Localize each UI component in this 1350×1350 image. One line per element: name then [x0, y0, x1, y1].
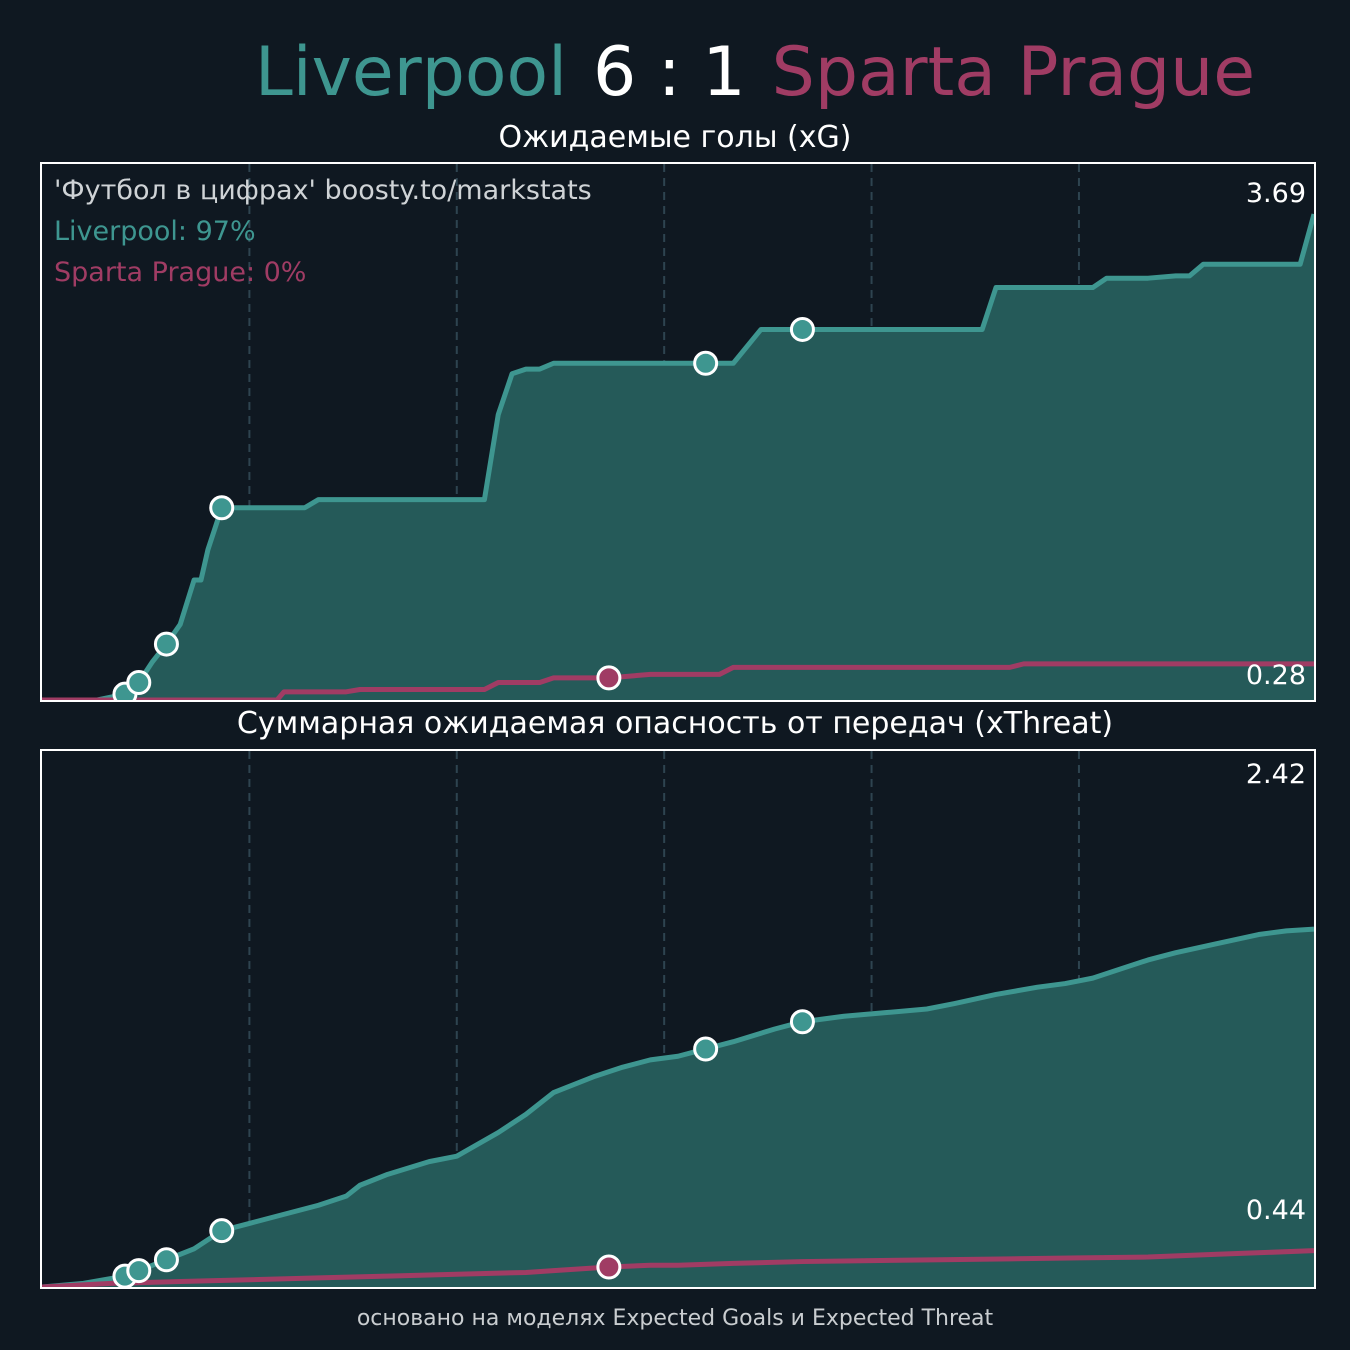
match-score: 6 : 1	[592, 33, 746, 112]
xg-home-area	[42, 214, 1314, 700]
home-team-name: Liverpool	[254, 33, 567, 112]
xt-home-goal-marker	[789, 1009, 815, 1035]
xg-home-goal-marker	[126, 670, 152, 696]
footer-note: основано на моделях Expected Goals и Exp…	[356, 1306, 994, 1331]
xt-away-goal-marker	[596, 1254, 622, 1280]
xg-home-goal-marker	[153, 631, 179, 657]
xt-away-line	[42, 1248, 1314, 1287]
xg-home-line	[42, 213, 1314, 700]
credit-text: 'Футбол в цифрах' boosty.to/markstats	[54, 175, 592, 206]
xt-home-total: 2.42	[1245, 759, 1306, 790]
match-header: Liverpool 6 : 1 Sparta Prague	[0, 28, 1350, 118]
xt-home-goal-marker	[693, 1036, 719, 1062]
xg-home-goal-marker	[693, 350, 719, 376]
xg-chart-panel: 1530HT6075 'Футбол в цифрах' boosty.to/m…	[40, 162, 1316, 702]
xg-away-total: 0.28	[1245, 660, 1306, 691]
xg-away-goal-marker	[596, 665, 622, 691]
xt-home-goal-marker	[153, 1247, 179, 1273]
xt-home-area	[42, 929, 1314, 1287]
away-team-name: Sparta Prague	[771, 33, 1256, 112]
legend-away-win-prob: Sparta Prague: 0%	[54, 257, 307, 288]
xt-chart-title: Суммарная ожидаемая опасность от передач…	[236, 706, 1114, 741]
xg-chart-title: Ожидаемые голы (xG)	[498, 120, 852, 155]
xg-home-goal-marker	[209, 495, 235, 521]
xt-chart-panel: 1530HT6075 2.42 0.44	[40, 749, 1316, 1289]
xg-legend: 'Футбол в цифрах' boosty.to/markstats Li…	[54, 170, 592, 293]
legend-home-win-prob: Liverpool: 97%	[54, 216, 256, 247]
xg-chart-svg: 1530HT6075	[42, 164, 1314, 700]
xt-chart-svg: 1530HT6075	[42, 751, 1314, 1287]
xt-home-goal-marker	[126, 1258, 152, 1284]
xt-away-total: 0.44	[1245, 1195, 1306, 1226]
xg-home-goal-marker	[789, 316, 815, 342]
xt-home-line	[42, 926, 1314, 1287]
xt-home-goal-marker	[209, 1218, 235, 1244]
xg-home-total: 3.69	[1245, 178, 1306, 209]
